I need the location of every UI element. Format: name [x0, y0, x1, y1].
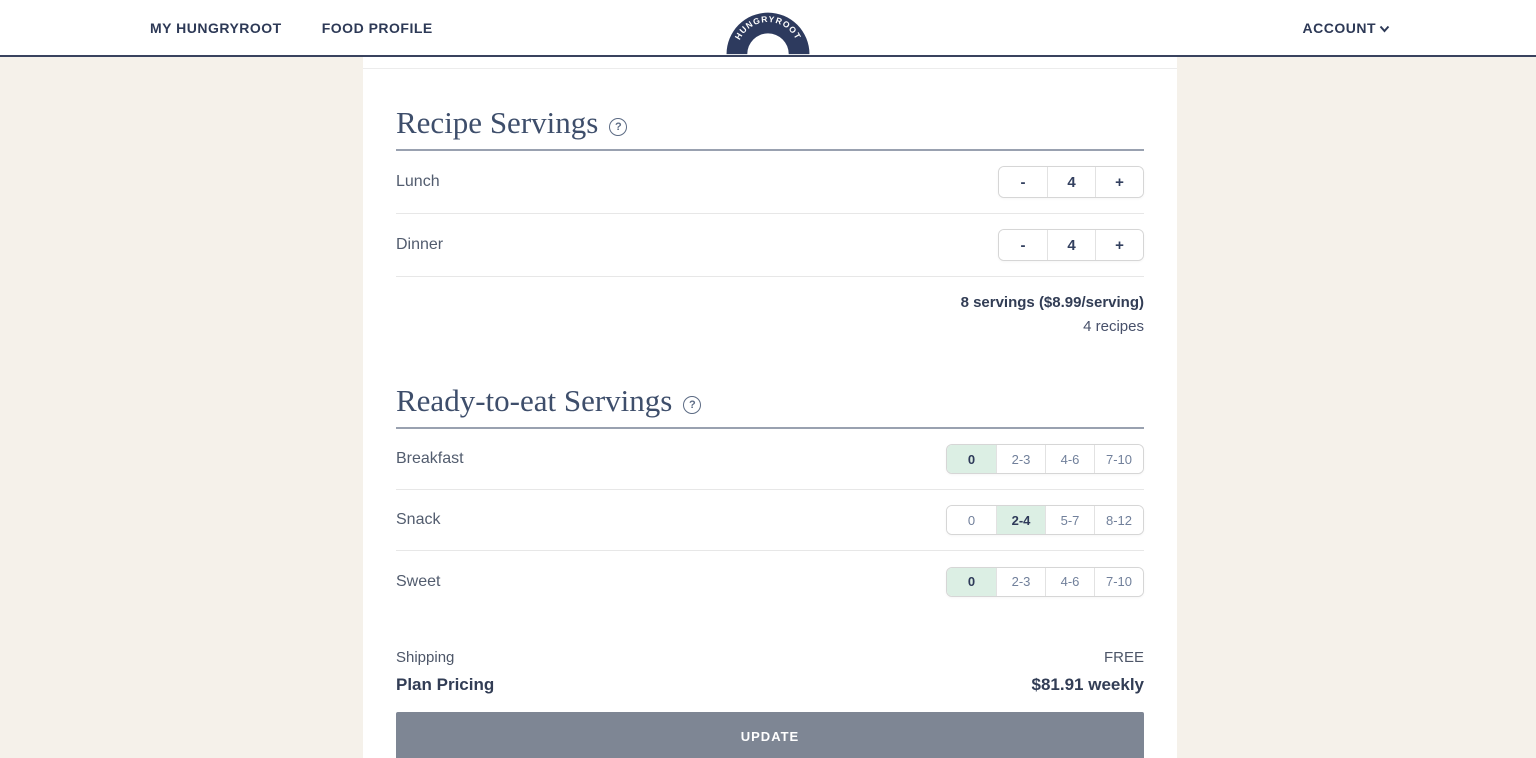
snack-row: Snack 0 2-4 5-7 8-12: [396, 490, 1144, 551]
update-button[interactable]: UPDATE: [396, 712, 1144, 758]
breakfast-option[interactable]: 4-6: [1045, 445, 1094, 473]
top-nav-bar: MY HUNGRYROOT FOOD PROFILE HUNGRYROOT AC…: [0, 0, 1536, 57]
nav-item-my-hungryroot[interactable]: MY HUNGRYROOT: [150, 19, 282, 36]
hungryroot-arch-icon: HUNGRYROOT: [726, 12, 810, 55]
dinner-label: Dinner: [396, 236, 444, 253]
sweet-segmented-control: 0 2-3 4-6 7-10: [946, 566, 1144, 597]
sweet-option[interactable]: 4-6: [1045, 567, 1094, 596]
plan-pricing-value: $81.91 weekly: [1031, 675, 1144, 694]
plan-pricing-label: Plan Pricing: [396, 675, 495, 694]
sweet-option[interactable]: 7-10: [1094, 567, 1143, 596]
snack-option[interactable]: 0: [947, 506, 996, 534]
snack-option[interactable]: 8-12: [1094, 506, 1143, 534]
shipping-row: Shipping FREE: [396, 649, 1144, 666]
sweet-label: Sweet: [396, 572, 441, 590]
dinner-stepper: - 4 +: [998, 229, 1144, 261]
breakfast-option[interactable]: 7-10: [1094, 445, 1143, 473]
lunch-label: Lunch: [396, 173, 440, 190]
panel-top-divider: [363, 57, 1177, 69]
recipe-servings-title: Recipe Servings: [396, 105, 599, 140]
dinner-decrement-button[interactable]: -: [999, 230, 1047, 260]
breakfast-row: Breakfast 0 2-3 4-6 7-10: [396, 429, 1144, 490]
servings-summary: 8 servings ($8.99/serving) 4 recipes: [396, 277, 1144, 335]
chevron-down-icon: [1379, 25, 1390, 33]
breakfast-label: Breakfast: [396, 450, 464, 467]
plan-pricing-row: Plan Pricing $81.91 weekly: [396, 675, 1144, 695]
lunch-value: 4: [1047, 167, 1095, 197]
shipping-value: FREE: [1103, 649, 1144, 666]
pricing-section: Shipping FREE Plan Pricing $81.91 weekly…: [396, 649, 1144, 758]
plan-settings-panel: Recipe Servings ? Lunch - 4 + Dinner - 4…: [363, 57, 1177, 758]
dinner-row: Dinner - 4 +: [396, 214, 1144, 277]
nav-item-food-profile[interactable]: FOOD PROFILE: [321, 19, 433, 36]
snack-option[interactable]: 2-4: [996, 506, 1045, 534]
recipes-total: 4 recipes: [1083, 318, 1144, 335]
snack-segmented-control: 0 2-4 5-7 8-12: [946, 505, 1144, 535]
breakfast-option[interactable]: 2-3: [996, 445, 1045, 473]
account-menu[interactable]: ACCOUNT: [1303, 20, 1536, 36]
hungryroot-logo[interactable]: HUNGRYROOT: [722, 7, 814, 56]
recipe-servings-heading: Recipe Servings ?: [396, 103, 1144, 151]
lunch-decrement-button[interactable]: -: [999, 167, 1047, 197]
sweet-option[interactable]: 2-3: [996, 567, 1045, 596]
account-label: ACCOUNT: [1302, 19, 1376, 36]
ready-to-eat-heading: Ready-to-eat Servings ?: [396, 381, 1144, 429]
sweet-option[interactable]: 0: [947, 567, 996, 596]
nav-links: MY HUNGRYROOT FOOD PROFILE: [0, 20, 433, 36]
dinner-increment-button[interactable]: +: [1095, 230, 1143, 260]
sweet-row: Sweet 0 2-3 4-6 7-10: [396, 551, 1144, 612]
lunch-row: Lunch - 4 +: [396, 151, 1144, 214]
dinner-value: 4: [1047, 230, 1095, 260]
snack-label: Snack: [396, 511, 441, 528]
breakfast-option[interactable]: 0: [947, 445, 996, 473]
shipping-label: Shipping: [396, 649, 455, 666]
help-question-icon[interactable]: ?: [683, 396, 702, 414]
breakfast-segmented-control: 0 2-3 4-6 7-10: [946, 444, 1144, 474]
help-question-icon[interactable]: ?: [609, 118, 628, 136]
lunch-stepper: - 4 +: [998, 166, 1144, 198]
servings-total: 8 servings ($8.99/serving): [960, 294, 1144, 311]
ready-to-eat-title: Ready-to-eat Servings: [396, 383, 673, 418]
snack-option[interactable]: 5-7: [1045, 506, 1094, 534]
lunch-increment-button[interactable]: +: [1095, 167, 1143, 197]
